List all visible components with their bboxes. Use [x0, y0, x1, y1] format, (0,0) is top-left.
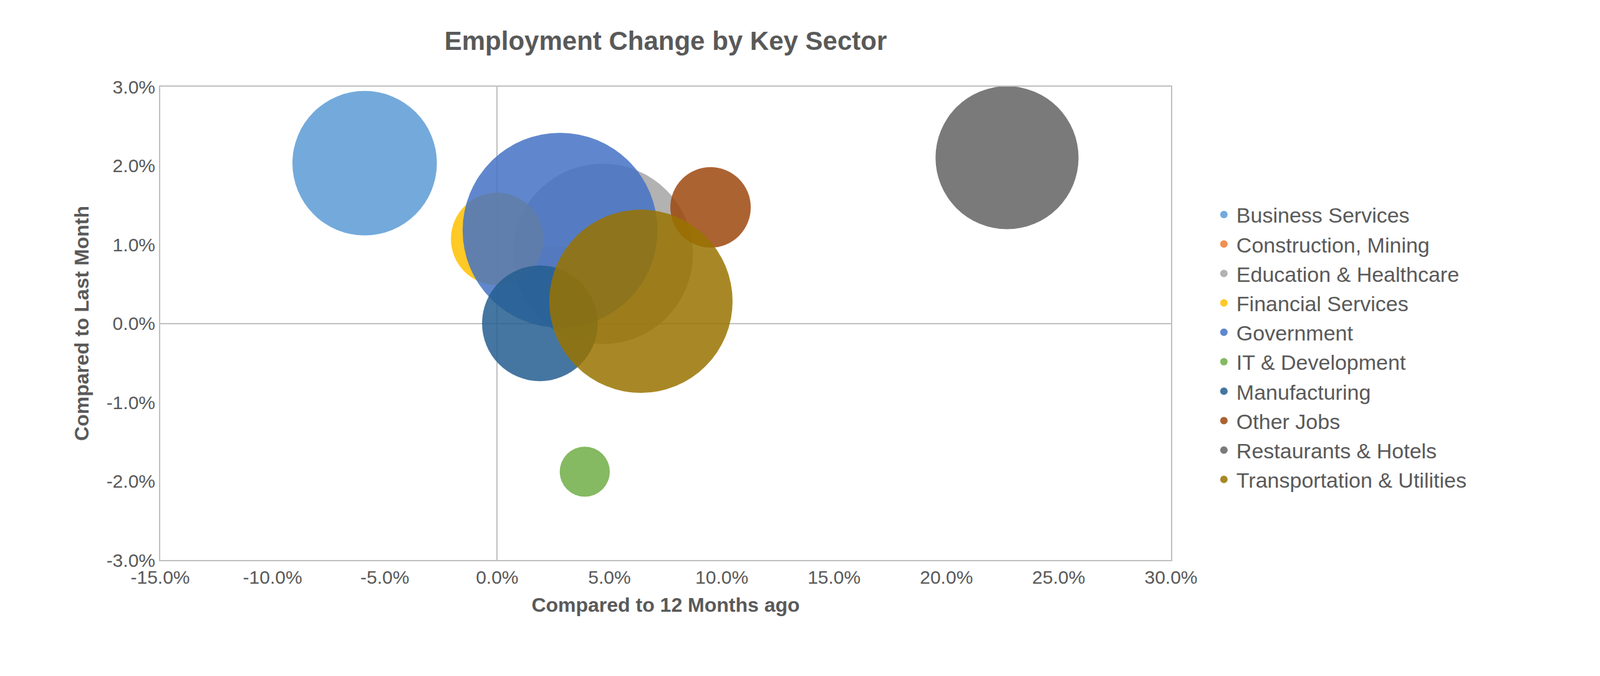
svg-text:Transportation & Utilities: Transportation & Utilities: [1236, 468, 1467, 492]
svg-text:Government: Government: [1236, 321, 1354, 345]
svg-text:Manufacturing: Manufacturing: [1236, 380, 1371, 405]
svg-text:-5.0%: -5.0%: [360, 566, 410, 588]
svg-text:2.0%: 2.0%: [112, 155, 156, 176]
svg-text:Financial Services: Financial Services: [1236, 291, 1409, 316]
svg-text:25.0%: 25.0%: [1031, 566, 1085, 588]
svg-text:IT & Development: IT & Development: [1236, 350, 1407, 375]
svg-text:Compared to 12 Months ago: Compared to 12 Months ago: [531, 593, 800, 617]
svg-text:3.0%: 3.0%: [112, 76, 156, 98]
svg-text:Restaurants & Hotels: Restaurants & Hotels: [1236, 438, 1437, 463]
svg-text:-2.0%: -2.0%: [106, 470, 156, 492]
svg-text:Construction, Mining: Construction, Mining: [1236, 233, 1430, 257]
svg-text:1.0%: 1.0%: [112, 234, 156, 256]
svg-text:-10.0%: -10.0%: [243, 566, 303, 588]
svg-text:15.0%: 15.0%: [807, 566, 861, 588]
svg-text:Employment Change by Key Secto: Employment Change by Key Sector: [444, 26, 888, 56]
svg-text:5.0%: 5.0%: [587, 566, 631, 588]
svg-text:0.0%: 0.0%: [475, 566, 519, 588]
svg-text:30.0%: 30.0%: [1144, 566, 1198, 588]
svg-text:20.0%: 20.0%: [919, 566, 973, 588]
svg-text:Compared to Last Month: Compared to Last Month: [70, 205, 93, 441]
svg-text:-15.0%: -15.0%: [130, 566, 190, 588]
svg-text:Other Jobs: Other Jobs: [1236, 409, 1340, 434]
svg-text:-3.0%: -3.0%: [106, 549, 156, 571]
svg-text:Education & Healthcare: Education & Healthcare: [1236, 262, 1460, 287]
svg-text:10.0%: 10.0%: [695, 566, 749, 588]
svg-text:0.0%: 0.0%: [112, 313, 156, 334]
svg-text:Business Services: Business Services: [1236, 203, 1410, 227]
svg-text:-1.0%: -1.0%: [106, 392, 156, 413]
